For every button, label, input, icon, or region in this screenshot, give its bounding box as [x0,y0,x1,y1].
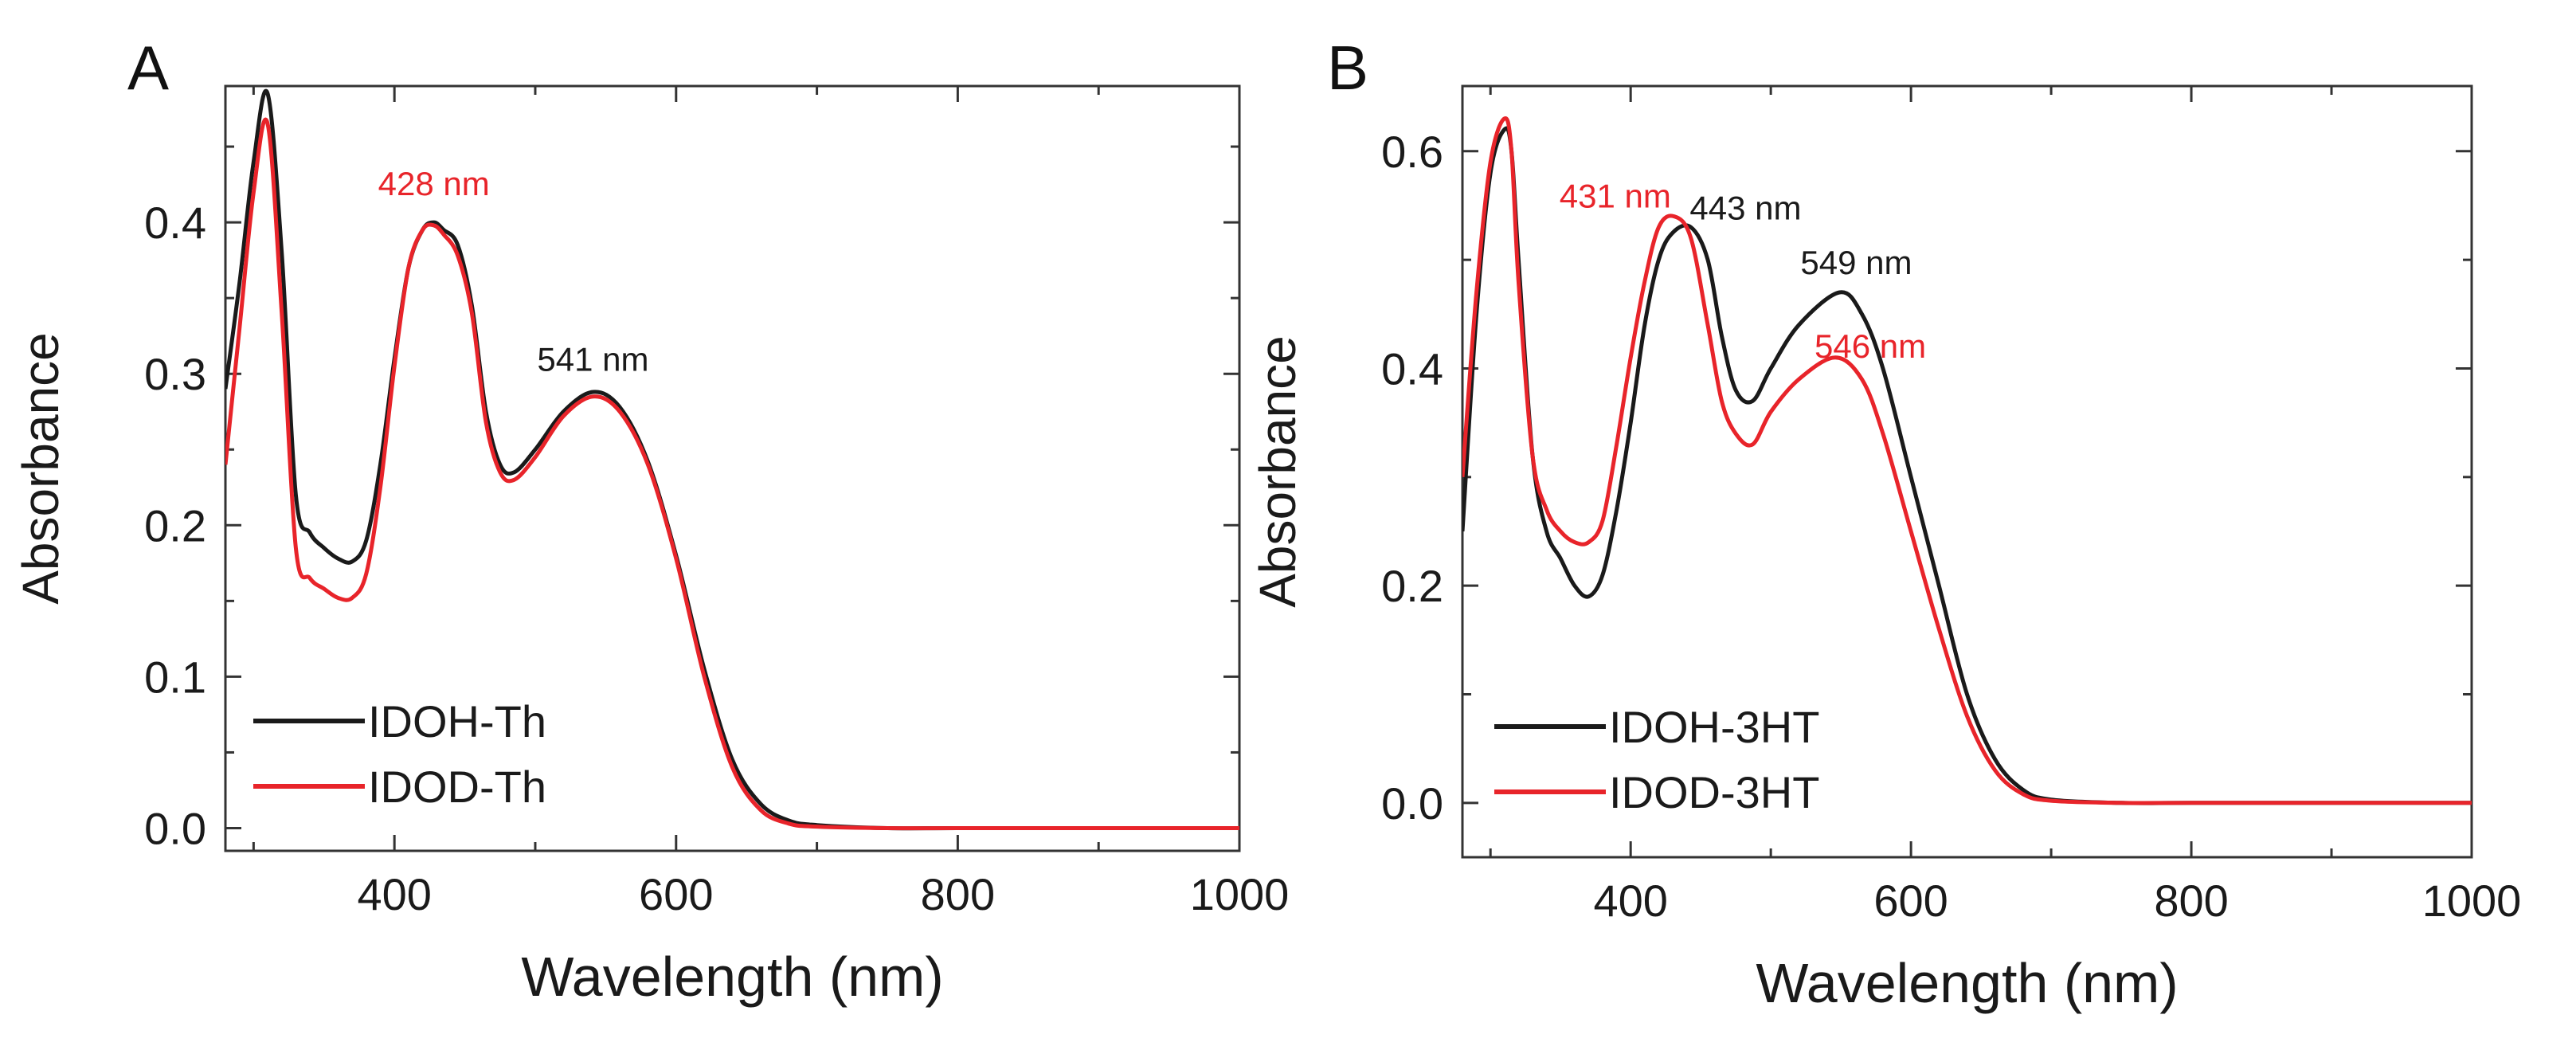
x-tick-label: 600 [1873,876,1948,926]
peak-annotation: 549 nm [1800,244,1912,281]
legend-label: IDOD-Th [368,762,546,812]
panel-b: B 400 600 800 1000 0.0 0.2 0.4 0.6 Wavelength (nm… [1249,33,2521,1014]
x-tick-label: 1000 [1190,869,1290,919]
y-axis-title: Absorbance [1249,335,1306,608]
y-tick-label: 0.4 [1381,343,1443,394]
peak-annotation: 546 nm [1815,327,1926,365]
y-tick-label: 0.1 [144,652,206,702]
plot-frame [224,84,1241,852]
y-tick-label: 0.3 [144,349,206,399]
panel-label: A [127,33,169,103]
y-tick-label: 0.0 [144,803,206,853]
legend-label: IDOD-3HT [1609,767,1819,817]
peak-annotation: 428 nm [378,165,490,202]
x-tick-label: 600 [639,869,713,919]
y-tick-label: 0.6 [1381,127,1443,177]
y-tick-label: 0.0 [1381,778,1443,829]
x-tick-label: 800 [921,869,995,919]
x-axis-title: Wavelength (nm) [521,946,943,1008]
panel-label: B [1327,33,1368,103]
x-tick-label: 1000 [2422,876,2522,926]
series-line-idod-3ht [1462,116,2472,805]
y-tick-label: 0.2 [144,500,206,550]
series-line-idod-th [225,117,1239,831]
x-tick-label: 400 [357,869,431,919]
x-tick-label: 400 [1593,876,1667,926]
x-tick-label: 800 [2154,876,2228,926]
peak-annotation: 431 nm [1560,178,1671,215]
peak-annotation: 541 nm [537,340,648,378]
x-axis-title: Wavelength (nm) [1756,952,2178,1014]
legend-label: IDOH-Th [368,696,546,746]
y-tick-label: 0.4 [144,198,206,248]
y-tick-label: 0.2 [1381,561,1443,611]
legend-label: IDOH-3HT [1609,702,1819,752]
panel-a: A 400 600 800 1000 0.0 0.1 0.2 0.3 0.4 Wavelength … [12,33,1289,1008]
peak-annotation: 443 nm [1689,190,1801,227]
y-axis-title: Absorbance [12,332,69,605]
